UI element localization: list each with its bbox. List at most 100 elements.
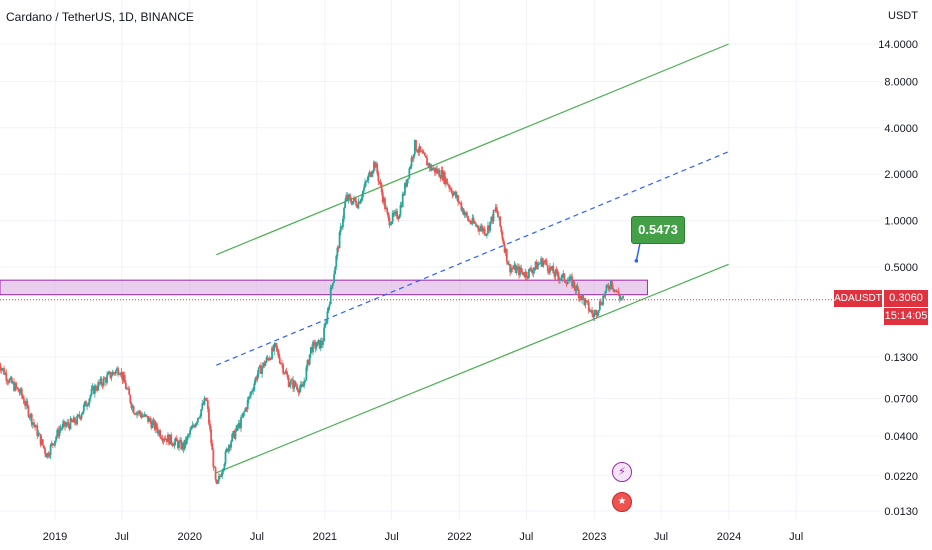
candle-body — [322, 341, 324, 345]
candle-body — [271, 347, 273, 360]
candle-body — [516, 266, 519, 268]
candle-body — [585, 300, 588, 302]
candle-body — [213, 466, 216, 468]
candle-body — [190, 428, 193, 431]
candle-body — [257, 367, 260, 374]
candle-body — [332, 282, 334, 286]
candle-body — [6, 380, 9, 382]
candle-body — [426, 157, 428, 166]
candle-body — [478, 228, 481, 232]
candle-body — [487, 225, 489, 234]
candle-body — [333, 274, 335, 283]
candle-body — [582, 295, 585, 299]
candle-body — [433, 167, 436, 173]
candle-body — [462, 208, 465, 215]
candle-body — [488, 225, 490, 231]
candle-body — [342, 218, 344, 228]
time-axis-label: Jul — [250, 531, 264, 543]
candle-body — [366, 180, 369, 182]
candle-body — [564, 281, 567, 283]
candle-body — [502, 239, 505, 244]
candle-body — [37, 433, 40, 437]
candle-body — [336, 247, 339, 256]
candle-body — [93, 385, 96, 394]
candle-body — [485, 233, 488, 235]
candle-body — [515, 267, 518, 273]
candle-body — [521, 271, 524, 273]
candle-body — [10, 377, 13, 384]
candle-body — [191, 424, 194, 429]
candle-body — [347, 194, 350, 200]
candle-body — [592, 313, 595, 318]
candle-body — [105, 378, 107, 383]
candle-body — [442, 172, 445, 181]
candle-body — [209, 423, 211, 430]
candle-body — [21, 395, 24, 399]
candle-body — [96, 389, 98, 391]
candle-body — [226, 448, 229, 452]
candle-body — [551, 266, 554, 270]
candle-body — [241, 416, 244, 418]
us-flag-icon[interactable]: ★ — [612, 492, 632, 512]
candle-body — [142, 415, 145, 417]
candle-body — [593, 313, 596, 318]
candle-body — [501, 231, 504, 240]
candle-body — [402, 194, 405, 196]
candle-body — [549, 266, 551, 273]
candle-body — [147, 416, 149, 422]
candle-body — [468, 220, 471, 222]
candle-body — [359, 199, 362, 204]
candle-body — [345, 195, 348, 201]
lightning-icon[interactable]: ⚡ — [612, 462, 632, 482]
candle-body — [373, 162, 375, 171]
candle-body — [101, 384, 104, 386]
candle-body — [459, 202, 462, 204]
candle-body — [107, 372, 110, 376]
price-target-callout[interactable]: 0.5473 — [631, 216, 685, 244]
candle-body — [438, 169, 441, 177]
candle-body — [13, 381, 15, 391]
candle-body — [419, 146, 422, 151]
candle-body — [206, 400, 209, 409]
candle-body — [78, 414, 81, 417]
candle-body — [95, 385, 97, 390]
candle-body — [152, 420, 155, 422]
callout-pointer — [635, 242, 641, 261]
candle-body — [159, 430, 162, 438]
price-axis-label: 1.0000 — [884, 216, 918, 228]
candle-body — [150, 421, 153, 428]
candle-body — [412, 154, 415, 159]
candle-body — [542, 261, 545, 267]
candle-body — [256, 373, 259, 380]
candle-body — [528, 268, 530, 278]
candle-body — [79, 416, 82, 419]
candle-body — [509, 263, 512, 273]
candle-body — [507, 261, 509, 265]
candle-body — [92, 386, 95, 394]
time-axis-label: 2021 — [313, 531, 337, 543]
candle-body — [216, 480, 219, 484]
candle-body — [510, 267, 513, 273]
candle-body — [546, 265, 549, 271]
candle-body — [60, 428, 63, 430]
candle-body — [77, 414, 80, 416]
candle-body — [16, 387, 19, 389]
candle-body — [410, 157, 413, 167]
candle-body — [466, 212, 468, 217]
candle-body — [277, 351, 280, 358]
candle-body — [621, 297, 623, 299]
candle-body — [186, 435, 189, 437]
candle-body — [262, 362, 265, 368]
candle-body — [463, 214, 466, 216]
candle-body — [74, 417, 76, 423]
candle-body — [196, 418, 199, 423]
candle-body — [106, 375, 108, 383]
candle-body — [493, 210, 496, 212]
candle-body — [52, 444, 55, 446]
candle-body — [113, 372, 116, 374]
candle-body — [452, 193, 455, 196]
candle-body — [177, 441, 179, 448]
candle-body — [421, 151, 424, 154]
price-axis-label: 0.0220 — [884, 471, 918, 483]
